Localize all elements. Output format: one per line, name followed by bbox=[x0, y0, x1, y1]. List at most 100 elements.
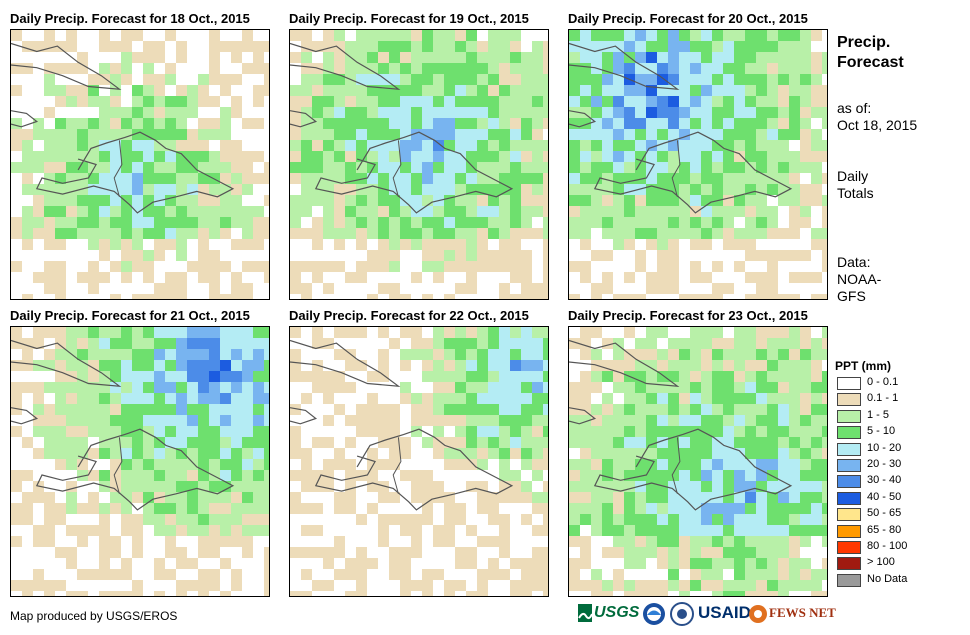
precip-cell bbox=[591, 470, 602, 481]
precip-cell bbox=[767, 250, 778, 261]
precip-cell bbox=[55, 118, 66, 129]
precip-cell bbox=[602, 481, 613, 492]
precip-cell bbox=[690, 327, 701, 338]
precip-cell bbox=[723, 239, 734, 250]
precip-cell bbox=[466, 404, 477, 415]
precip-cell bbox=[811, 503, 822, 514]
precip-cell bbox=[209, 74, 220, 85]
precip-cell bbox=[778, 250, 789, 261]
precip-cell bbox=[745, 107, 756, 118]
precip-cell bbox=[668, 96, 679, 107]
precip-cell bbox=[723, 184, 734, 195]
precip-cell bbox=[624, 129, 635, 140]
precip-cell bbox=[356, 30, 367, 41]
precip-cell bbox=[778, 426, 789, 437]
precip-cell bbox=[44, 41, 55, 52]
precip-cell bbox=[143, 360, 154, 371]
precip-cell bbox=[789, 393, 800, 404]
panel-title-1: Daily Precip. Forecast for 18 Oct., 2015 bbox=[10, 11, 250, 26]
precip-cell bbox=[143, 107, 154, 118]
precip-cell bbox=[521, 404, 532, 415]
precip-cell bbox=[378, 96, 389, 107]
precip-cell bbox=[466, 360, 477, 371]
precip-cell bbox=[143, 272, 154, 283]
precip-cell bbox=[400, 206, 411, 217]
precip-cell bbox=[822, 107, 827, 118]
precip-cell bbox=[756, 283, 767, 294]
precip-cell bbox=[477, 140, 488, 151]
precip-cell bbox=[543, 547, 548, 558]
precip-cell bbox=[734, 393, 745, 404]
precip-cell bbox=[701, 327, 712, 338]
precip-cell bbox=[312, 129, 323, 140]
precip-cell bbox=[334, 459, 345, 470]
precip-cell bbox=[312, 327, 323, 338]
precip-cell bbox=[580, 437, 591, 448]
precip-cell bbox=[290, 151, 301, 162]
precip-cell bbox=[510, 426, 521, 437]
precip-cell bbox=[323, 195, 334, 206]
forecast-map-4 bbox=[10, 326, 270, 597]
precip-cell bbox=[77, 459, 88, 470]
precip-cell bbox=[624, 30, 635, 41]
legend-swatch bbox=[837, 442, 861, 456]
precip-cell bbox=[679, 85, 690, 96]
precip-cell bbox=[778, 151, 789, 162]
precip-cell bbox=[745, 228, 756, 239]
precip-cell bbox=[477, 459, 488, 470]
precip-cell bbox=[646, 327, 657, 338]
precip-cell bbox=[444, 52, 455, 63]
precip-cell bbox=[569, 96, 580, 107]
precip-cell bbox=[121, 206, 132, 217]
precip-cell bbox=[99, 30, 110, 41]
precip-cell bbox=[745, 360, 756, 371]
precip-cell bbox=[242, 173, 253, 184]
precip-cell bbox=[334, 503, 345, 514]
precip-cell bbox=[231, 151, 242, 162]
precip-cell bbox=[198, 151, 209, 162]
precip-cell bbox=[580, 63, 591, 74]
precip-cell bbox=[165, 437, 176, 448]
precip-cell bbox=[88, 151, 99, 162]
precip-cell bbox=[734, 437, 745, 448]
precip-cell bbox=[22, 338, 33, 349]
precip-cell bbox=[521, 206, 532, 217]
precip-cell bbox=[176, 184, 187, 195]
precip-cell bbox=[690, 558, 701, 569]
precip-cell bbox=[822, 118, 827, 129]
precip-cell bbox=[242, 415, 253, 426]
precip-cell bbox=[800, 338, 811, 349]
precip-cell bbox=[154, 96, 165, 107]
precip-cell bbox=[132, 393, 143, 404]
legend-swatch bbox=[837, 475, 861, 489]
precip-cell bbox=[165, 195, 176, 206]
precip-cell bbox=[569, 140, 580, 151]
precip-cell bbox=[176, 459, 187, 470]
precip-cell bbox=[778, 448, 789, 459]
precip-cell bbox=[499, 327, 510, 338]
precip-cell bbox=[110, 129, 121, 140]
precip-cell bbox=[378, 30, 389, 41]
precip-cell bbox=[723, 41, 734, 52]
precip-cell bbox=[789, 514, 800, 525]
precip-cell bbox=[488, 448, 499, 459]
precip-cell bbox=[543, 569, 548, 580]
precip-cell bbox=[198, 228, 209, 239]
precip-cell bbox=[165, 481, 176, 492]
precip-cell bbox=[323, 382, 334, 393]
precip-cell bbox=[477, 184, 488, 195]
precip-cell bbox=[499, 525, 510, 536]
precip-cell bbox=[77, 206, 88, 217]
precip-cell bbox=[433, 217, 444, 228]
precip-cell bbox=[679, 173, 690, 184]
precip-cell bbox=[690, 525, 701, 536]
precip-cell bbox=[668, 349, 679, 360]
precip-cell bbox=[121, 228, 132, 239]
precip-cell bbox=[712, 371, 723, 382]
precip-cell bbox=[668, 129, 679, 140]
precip-cell bbox=[701, 63, 712, 74]
precip-cell bbox=[510, 250, 521, 261]
precip-cell bbox=[231, 569, 242, 580]
precip-cell bbox=[44, 415, 55, 426]
precip-cell bbox=[433, 481, 444, 492]
